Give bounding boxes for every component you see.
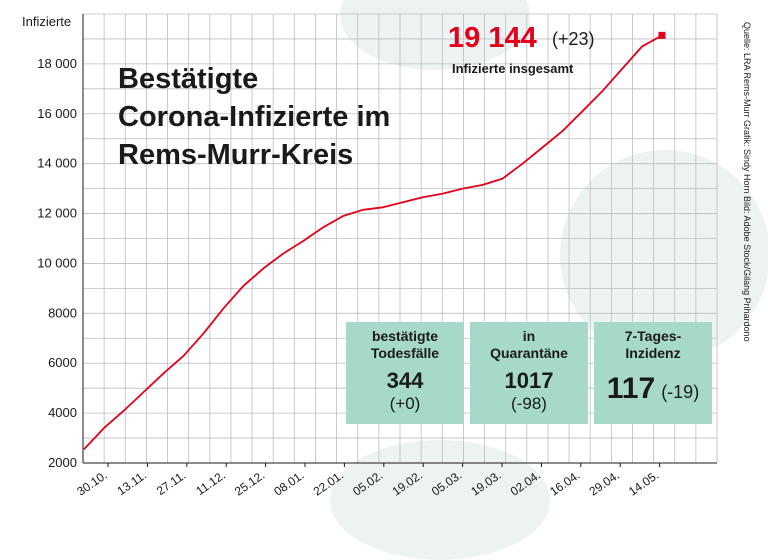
- deaths-label-line: bestätigte: [371, 328, 439, 344]
- incidence-value: 117: [606, 372, 656, 405]
- incidence-label: 7-Tages- Inzidenz: [594, 328, 712, 362]
- y-tick-label: 4000: [48, 405, 77, 420]
- total-infected-label: Infizierte insgesamt: [452, 61, 574, 76]
- deaths-change: (+0): [389, 394, 421, 413]
- x-tick-label: 14.05.: [626, 468, 661, 499]
- y-tick-label: 10 000: [37, 255, 77, 270]
- quarantine-label-line: in: [522, 328, 536, 344]
- quarantine-value: 1017: [504, 368, 554, 393]
- x-tick-label: 11.12.: [193, 468, 228, 498]
- x-tick-label: 16.04.: [547, 468, 582, 499]
- deaths-value: 344: [386, 368, 424, 393]
- y-tick-label: 6000: [48, 355, 77, 370]
- incidence-row: 117 (-19): [594, 372, 712, 406]
- x-tick-label: 25.12.: [232, 468, 267, 499]
- deaths-label: bestätigte Todesfälle: [346, 328, 464, 362]
- incidence-box: 7-Tages- Inzidenz 117 (-19): [594, 322, 712, 424]
- total-infected-value: 19 144: [448, 22, 537, 54]
- total-infected-change: (+23): [552, 29, 595, 49]
- y-tick-label: 2000: [48, 455, 77, 470]
- x-tick-label: 08.01.: [271, 468, 306, 499]
- incidence-label-line: Inzidenz: [625, 345, 681, 361]
- x-tick-label: 22.01.: [311, 468, 346, 499]
- x-tick-label: 05.03.: [429, 468, 464, 499]
- y-tick-label: 8000: [48, 305, 77, 320]
- incidence-label-line: 7-Tages-: [624, 328, 682, 344]
- quarantine-change: (-98): [511, 394, 547, 413]
- chart-stage: 2000 4000 6000 8000 10 000 12 000 14 000 16 000…: [22, 0, 768, 560]
- incidence-change: (-19): [661, 382, 700, 402]
- x-tick-label: 19.02.: [390, 468, 425, 499]
- series-line: [83, 34, 663, 450]
- deaths-label-line: Todesfälle: [370, 345, 440, 361]
- quarantine-label: in Quarantäne: [470, 328, 588, 362]
- x-tick-label: 29.04.: [587, 468, 622, 499]
- deaths-box: bestätigte Todesfälle 344 (+0): [346, 322, 464, 424]
- chart-title-line: Bestätigte: [118, 63, 259, 95]
- y-tick-label: 16 000: [37, 106, 77, 121]
- chart-title: Bestätigte Corona-Infizierte im Rems-Mur…: [118, 60, 438, 174]
- chart-title-line: Corona-Infizierte im: [118, 101, 391, 133]
- x-tick-label: 19.03.: [468, 468, 503, 499]
- y-tick-label: 18 000: [37, 56, 77, 71]
- y-tick-label: 12 000: [37, 206, 77, 221]
- x-tick-label: 30.10.: [74, 468, 109, 499]
- y-tick-label: 14 000: [37, 156, 77, 171]
- chart-title-line: Rems-Murr-Kreis: [118, 139, 354, 171]
- quarantine-label-line: Quarantäne: [490, 345, 568, 361]
- source-credits-text: Quelle: LRA Rems-Murr Grafik: Sindy Horn…: [742, 22, 752, 342]
- y-axis-label: Infizierte: [22, 14, 72, 29]
- x-tick-label: 27.11.: [154, 468, 189, 498]
- source-credits: Quelle: LRA Rems-Murr Grafik: Sindy Horn…: [740, 22, 756, 342]
- x-tick-label: 02.04.: [508, 468, 543, 499]
- x-tick-label: 05.02.: [350, 468, 385, 499]
- last-point-marker: [658, 31, 666, 39]
- x-tick-label: 13.11.: [114, 468, 149, 498]
- quarantine-box: in Quarantäne 1017 (-98): [470, 322, 588, 424]
